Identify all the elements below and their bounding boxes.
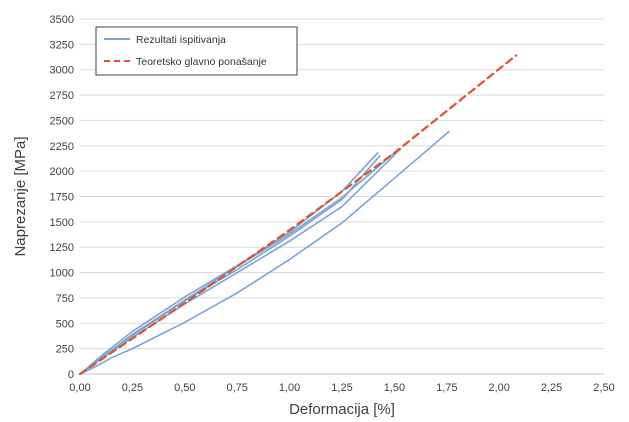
data-series: [78, 54, 518, 376]
x-axis-title: Deformacija [%]: [289, 401, 395, 418]
y-tick-label: 2750: [50, 90, 74, 102]
x-tick-label: 2,25: [541, 382, 562, 394]
y-tick-label: 3000: [50, 65, 74, 77]
x-tick-label: 0,00: [69, 382, 90, 394]
y-tick-label: 2250: [50, 141, 74, 153]
y-axis-title: Naprezanje [MPa]: [12, 136, 29, 256]
y-tick-label: 250: [56, 344, 74, 356]
y-tick-label: 2500: [50, 115, 74, 127]
y-tick-label: 1500: [50, 217, 74, 229]
y-tick-label: 3500: [50, 14, 74, 26]
test-result-series-line: [79, 155, 381, 375]
x-tick-label: 1,50: [384, 382, 405, 394]
theoretical-series-line: [78, 54, 518, 376]
test-result-series-line: [79, 148, 402, 375]
x-tick-label: 0,25: [122, 382, 143, 394]
x-tick-label: 2,00: [488, 382, 509, 394]
y-tick-label: 1750: [50, 192, 74, 204]
y-tick-label: 1250: [50, 242, 74, 254]
y-tick-labels: 0 250 500 750 1000 1250 1500 1750 2000 2250 2500 27…: [50, 14, 74, 381]
x-tick-label: 0,75: [226, 382, 247, 394]
x-tick-label: 1,25: [331, 382, 352, 394]
x-tick-label: 1,75: [436, 382, 457, 394]
y-tick-label: 500: [56, 318, 74, 330]
y-tick-label: 2000: [50, 166, 74, 178]
y-tick-label: 0: [68, 369, 74, 381]
x-tick-labels: 0,00 0,25 0,50 0,75 1,00 1,25 1,50 1,75 2,00 2,25…: [69, 382, 614, 394]
y-tick-label: 3250: [50, 39, 74, 51]
legend-box: [95, 26, 298, 76]
legend-label-test-results: Rezultati ispitivanja: [136, 34, 226, 46]
test-result-series-line: [79, 152, 379, 375]
y-tick-label: 750: [56, 293, 74, 305]
x-tick-label: 2,50: [593, 382, 614, 394]
legend-label-theoretical: Teoretsko glavno ponašanje: [136, 56, 267, 68]
y-tick-label: 1000: [50, 268, 74, 280]
x-tick-label: 1,00: [279, 382, 300, 394]
test-result-series-line: [79, 130, 450, 375]
legend: Rezultati ispitivanja Teoretsko glavno p…: [95, 26, 298, 76]
x-tick-label: 0,50: [174, 382, 195, 394]
